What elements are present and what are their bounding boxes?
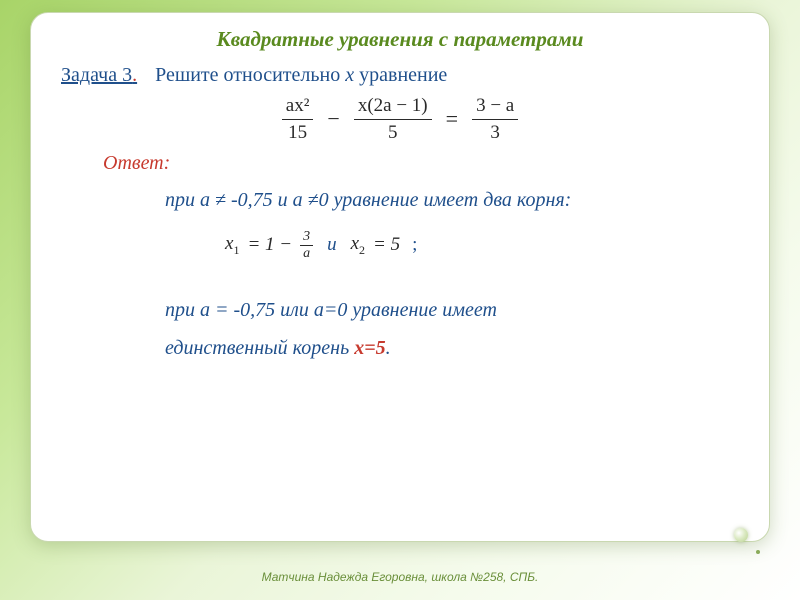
fraction-3: 3 − a 3 [472, 95, 518, 144]
main-equation: ax² 15 − x(2a − 1) 5 = 3 − a 3 [61, 95, 739, 144]
equals-op: = [442, 106, 462, 132]
frac3-num: 3 − a [472, 95, 518, 120]
fraction-2: x(2a − 1) 5 [354, 95, 432, 144]
prompt-before: Решите относительно [155, 64, 345, 86]
task-label: Задача 3. [61, 64, 137, 87]
footer-credit: Матчина Надежда Егоровна, школа №258, СП… [0, 570, 800, 584]
frac2-num: x(2a − 1) [354, 95, 432, 120]
slide-card: Квадратные уравнения с параметрами Задач… [30, 12, 770, 542]
frac1-den: 15 [288, 120, 307, 144]
roots-line: x1 = 1 − 3 a и x2 = 5 ; [225, 230, 739, 261]
task-number: Задача 3 [61, 64, 132, 86]
decoration-dot-icon [756, 550, 760, 554]
case-1-text: при а ≠ -0,75 и а ≠0 уравнение имеет два… [165, 189, 739, 212]
answer-label: Ответ: [103, 152, 739, 175]
frac2-den: 5 [388, 120, 398, 144]
connector-and: и [321, 234, 343, 256]
frac1-num: ax² [282, 95, 314, 120]
prompt-after: уравнение [354, 64, 447, 86]
task-dot: . [132, 64, 137, 86]
frac3-den: 3 [490, 120, 500, 144]
case2-after: . [386, 337, 391, 359]
decoration-sphere-icon [734, 528, 748, 542]
task-prompt: Решите относительно x уравнение [155, 64, 447, 87]
sfrac-den: a [303, 246, 310, 261]
sfrac-num: 3 [300, 230, 313, 246]
x1-var: x1 [225, 233, 239, 258]
case-2-line-2: единственный корень х=5. [165, 329, 739, 367]
x2-eq: = 5 [373, 234, 400, 256]
task-row: Задача 3. Решите относительно x уравнени… [61, 64, 739, 87]
x1-eq: = 1 − [247, 234, 292, 256]
minus-op: − [323, 106, 343, 132]
x2-var: x2 [351, 233, 365, 258]
semicolon: ; [408, 234, 417, 256]
single-root: х=5 [354, 337, 385, 359]
case2-before: единственный корень [165, 337, 354, 359]
prompt-var: x [345, 64, 354, 86]
small-fraction: 3 a [300, 230, 313, 261]
slide-title: Квадратные уравнения с параметрами [61, 27, 739, 52]
case-2-line-1: при а = -0,75 или а=0 уравнение имеет [165, 291, 739, 329]
fraction-1: ax² 15 [282, 95, 314, 144]
